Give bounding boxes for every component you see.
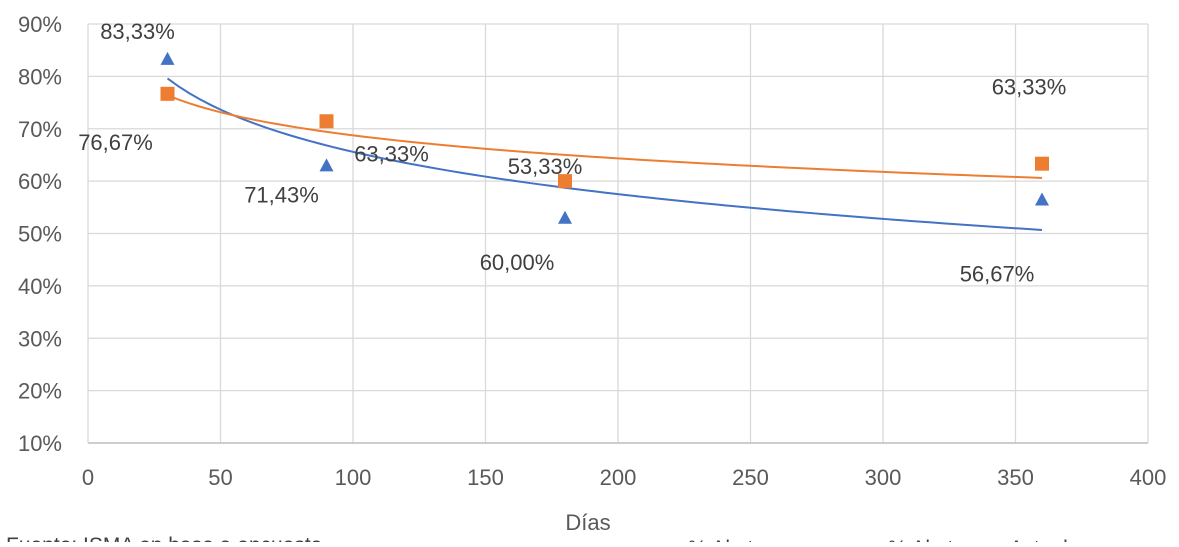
legend-label-series-2: % Abstemos Actuales	[888, 537, 1090, 542]
legend: % Abstemos % Abstemos Actuales	[640, 537, 1090, 547]
source-note: Fuente: ISMA en base a encuesta	[6, 534, 323, 542]
x-tick-label: 150	[467, 465, 504, 490]
data-point-series-1	[319, 158, 334, 172]
data-point-series-2	[1035, 156, 1049, 171]
data-point-series-2	[160, 86, 175, 101]
data-point-series-1	[1035, 192, 1049, 206]
y-tick-label: 60%	[18, 169, 62, 194]
y-tick-label: 10%	[18, 431, 62, 456]
data-point-series-2	[319, 114, 334, 129]
x-tick-label: 0	[82, 465, 94, 490]
x-tick-label: 350	[997, 465, 1034, 490]
y-tick-label: 90%	[18, 12, 62, 37]
legend-label-series-1: % Abstemos	[688, 537, 805, 542]
data-label-series-1: 60,00%	[480, 250, 555, 275]
data-label-series-2: 76,67%	[78, 130, 153, 155]
x-tick-label: 50	[208, 465, 232, 490]
data-label-series-2: 53,33%	[508, 154, 583, 179]
data-point-series-2	[558, 174, 572, 189]
trendline-series-2	[167, 94, 1043, 179]
y-tick-label: 70%	[18, 117, 62, 142]
data-label-series-1: 56,67%	[960, 261, 1035, 286]
x-tick-label: 300	[865, 465, 902, 490]
data-label-series-1: 71,43%	[244, 182, 319, 207]
data-label-series-2: 63,33%	[992, 75, 1067, 100]
x-tick-label: 200	[600, 465, 637, 490]
y-tick-label: 40%	[18, 274, 62, 299]
data-point-series-1	[160, 51, 175, 65]
trendline-series-1	[166, 77, 1043, 231]
data-point-series-1	[558, 210, 572, 224]
y-tick-label: 80%	[18, 64, 62, 89]
x-tick-label: 250	[732, 465, 769, 490]
x-tick-label: 400	[1130, 465, 1167, 490]
y-tick-label: 50%	[18, 222, 62, 247]
y-tick-label: 30%	[18, 326, 62, 351]
data-label-series-2: 63,33%	[354, 141, 429, 166]
data-label-series-1: 83,33%	[100, 19, 175, 44]
y-tick-label: 20%	[18, 379, 62, 404]
x-tick-label: 100	[335, 465, 372, 490]
x-axis-title: Días	[565, 510, 610, 535]
